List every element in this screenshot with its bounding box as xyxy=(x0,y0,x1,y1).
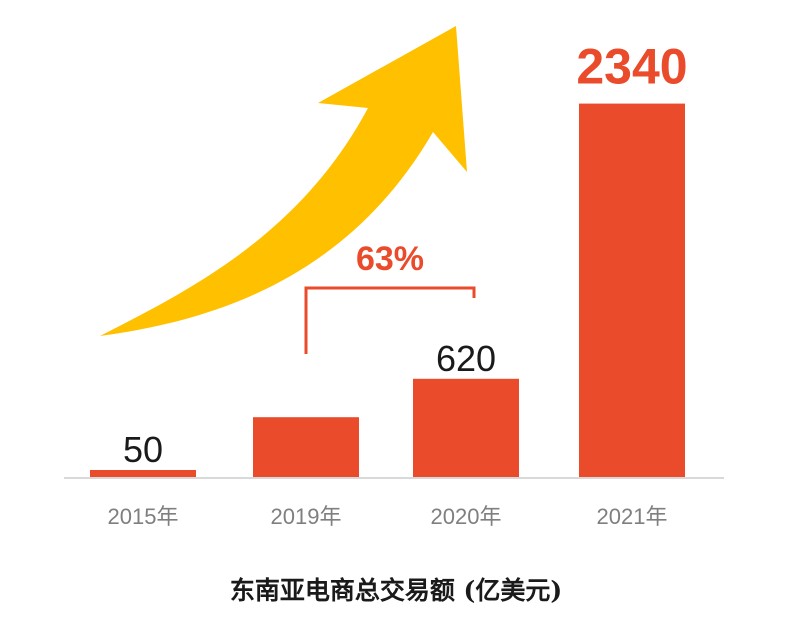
category-label: 2019年 xyxy=(271,504,342,529)
value-label: 620 xyxy=(436,338,496,379)
chart-title: 东南亚电商总交易额 (亿美元) xyxy=(230,576,562,605)
value-label: 50 xyxy=(123,429,163,470)
bar-1 xyxy=(253,417,359,478)
category-label: 2020年 xyxy=(431,504,502,529)
category-label: 2021年 xyxy=(597,504,668,529)
bar-2 xyxy=(413,378,519,478)
growth-bracket xyxy=(304,286,476,354)
value-label: 2340 xyxy=(576,39,687,95)
bar-0 xyxy=(90,470,196,478)
growth-rate-label: 63% xyxy=(356,240,424,278)
bar-3 xyxy=(579,103,685,478)
trend-arrow-icon xyxy=(100,26,467,336)
category-labels: 2015年 2019年 2020年 2021年 xyxy=(108,504,668,529)
bars-layer xyxy=(90,103,685,478)
category-label: 2015年 xyxy=(108,504,179,529)
value-labels: 50 620 2340 xyxy=(123,39,688,470)
